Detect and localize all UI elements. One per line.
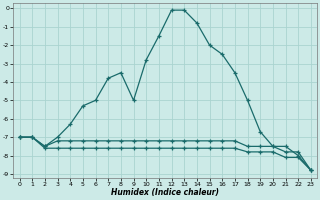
X-axis label: Humidex (Indice chaleur): Humidex (Indice chaleur)	[111, 188, 219, 197]
